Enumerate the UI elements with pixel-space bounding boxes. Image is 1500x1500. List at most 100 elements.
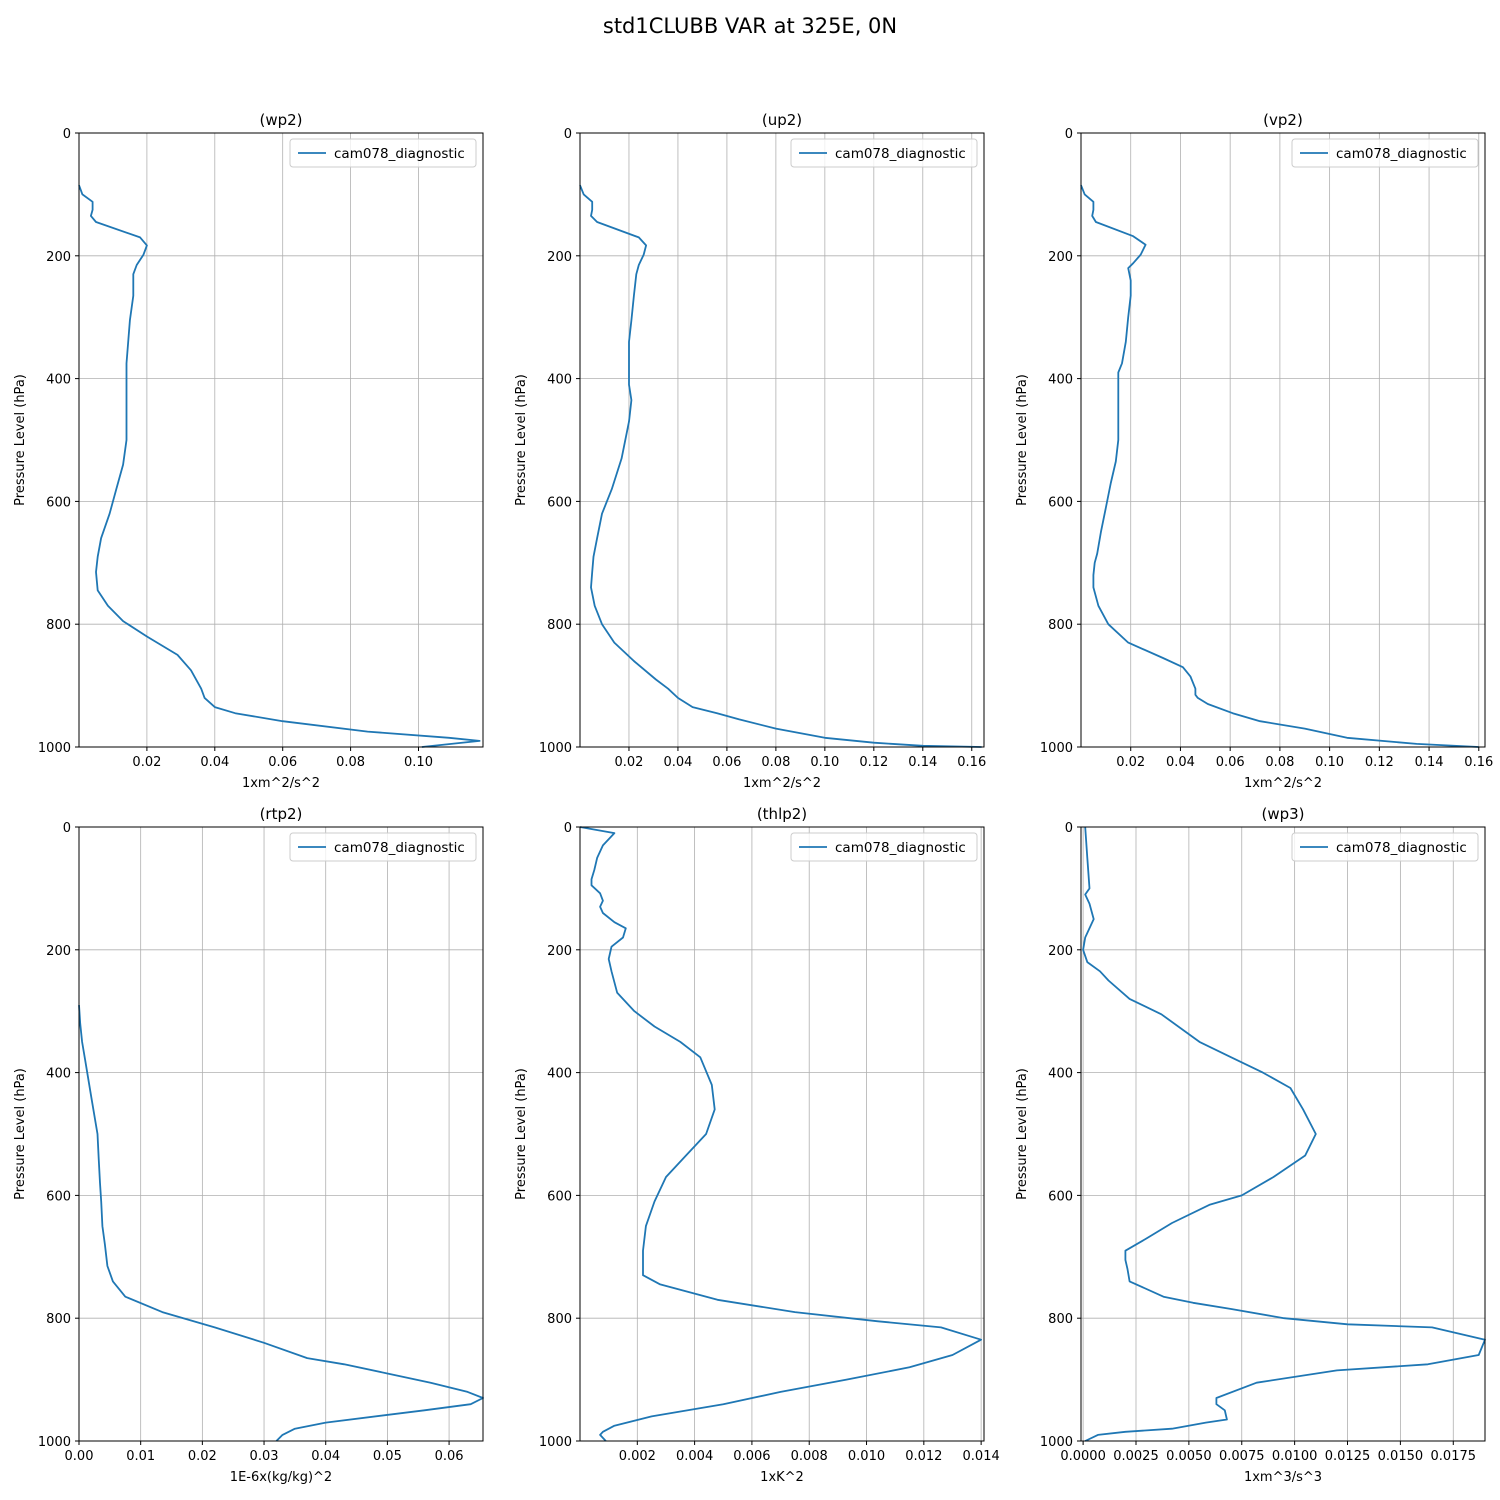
x-tick-label: 0.08 — [761, 755, 790, 770]
subplot-wp2: 0.02 0.04 0.06 0.08 0.10 0 200 400 600 800 1000 (wp… — [13, 111, 484, 791]
x-tick-label: 0.0000 — [1060, 1449, 1106, 1464]
subplot-up2: 0.02 0.04 0.06 0.08 0.10 0.12 0.14 0.16 0 200 400 6… — [514, 111, 986, 791]
legend-label: cam078_diagnostic — [835, 840, 966, 856]
legend: cam078_diagnostic — [289, 138, 477, 168]
x-tick-label: 0.10 — [404, 755, 433, 770]
y-axis-label: Pressure Level (hPa) — [13, 1068, 28, 1200]
legend-label: cam078_diagnostic — [334, 840, 465, 856]
plot-frame — [579, 132, 985, 748]
x-tick-label: 0.0175 — [1431, 1449, 1477, 1464]
y-tick-label: 0 — [63, 127, 71, 142]
series-line — [78, 1005, 484, 1442]
y-tick-label: 1000 — [1040, 741, 1073, 756]
y-tick-label: 800 — [46, 1312, 71, 1327]
x-tick-label: 0.14 — [908, 755, 937, 770]
y-tick-label: 600 — [46, 495, 71, 510]
x-tick-label: 0.010 — [848, 1449, 885, 1464]
y-axis-label: Pressure Level (hPa) — [1015, 374, 1030, 506]
x-tick-label: 0.16 — [1464, 755, 1493, 770]
legend-label: cam078_diagnostic — [334, 146, 465, 162]
legend-box — [1291, 138, 1479, 168]
y-tick-label: 200 — [547, 944, 572, 959]
subplot-vp2: 0.02 0.04 0.06 0.08 0.10 0.12 0.14 0.16 0 200 400 6… — [1015, 111, 1493, 791]
y-tick-label: 400 — [1048, 1067, 1073, 1082]
y-tick-label: 400 — [1048, 373, 1073, 388]
x-tick-label: 0.0025 — [1113, 1449, 1159, 1464]
subplot-thlp2: 0.002 0.004 0.006 0.008 0.010 0.012 0.014 0 200 4… — [514, 805, 1000, 1485]
x-tick-label: 0.02 — [188, 1449, 217, 1464]
x-axis-label: 1xm^2/s^2 — [1244, 776, 1322, 791]
subplot-rtp2: 0.00 0.01 0.02 0.03 0.04 0.05 0.06 0 200 400 600 80… — [13, 805, 484, 1485]
x-tick-label: 0.0050 — [1166, 1449, 1212, 1464]
y-tick-label: 200 — [46, 250, 71, 265]
series-line — [579, 184, 982, 748]
subplot-title: (wp2) — [259, 111, 302, 129]
subplot-title: (rtp2) — [260, 805, 303, 823]
legend: cam078_diagnostic — [289, 832, 477, 862]
series-line — [78, 184, 481, 748]
y-axis-label: Pressure Level (hPa) — [514, 1068, 529, 1200]
x-tick-label: 0.02 — [614, 755, 643, 770]
plot-frame — [579, 826, 985, 1442]
y-tick-label: 600 — [547, 1189, 572, 1204]
x-tick-label: 0.008 — [791, 1449, 828, 1464]
y-tick-label: 400 — [46, 1067, 71, 1082]
series-line — [579, 826, 982, 1442]
plot-frame — [78, 132, 484, 748]
y-tick-label: 600 — [46, 1189, 71, 1204]
x-tick-label: 0.012 — [905, 1449, 942, 1464]
y-tick-label: 1000 — [1040, 1435, 1073, 1450]
y-axis-label: Pressure Level (hPa) — [514, 374, 529, 506]
legend-box — [289, 832, 477, 862]
legend-label: cam078_diagnostic — [835, 146, 966, 162]
y-tick-label: 400 — [46, 373, 71, 388]
x-tick-label: 0.02 — [1116, 755, 1145, 770]
legend: cam078_diagnostic — [790, 832, 978, 862]
y-tick-label: 200 — [1048, 944, 1073, 959]
subplot-title: (thlp2) — [757, 805, 807, 823]
y-tick-label: 200 — [1048, 250, 1073, 265]
x-tick-label: 0.014 — [963, 1449, 1000, 1464]
x-tick-label: 0.06 — [268, 755, 297, 770]
legend: cam078_diagnostic — [1291, 138, 1479, 168]
subplot-wp3: 0.0000 0.0025 0.0050 0.0075 0.0100 0.0125 0.01… — [1015, 805, 1486, 1485]
legend-box — [289, 138, 477, 168]
y-tick-label: 800 — [547, 618, 572, 633]
y-tick-label: 400 — [547, 1067, 572, 1082]
plot-frame — [78, 826, 484, 1442]
subplot-title: (wp3) — [1261, 805, 1304, 823]
y-tick-label: 1000 — [539, 741, 572, 756]
x-axis-label: 1xK^2 — [760, 1470, 804, 1485]
y-tick-label: 600 — [547, 495, 572, 510]
x-tick-label: 0.006 — [733, 1449, 770, 1464]
y-axis-label: Pressure Level (hPa) — [13, 374, 28, 506]
x-tick-label: 0.14 — [1415, 755, 1444, 770]
legend-box — [1291, 832, 1479, 862]
x-tick-label: 0.10 — [1315, 755, 1344, 770]
x-tick-label: 0.04 — [200, 755, 229, 770]
y-tick-label: 0 — [564, 821, 572, 836]
x-tick-label: 0.03 — [250, 1449, 279, 1464]
y-tick-label: 800 — [547, 1312, 572, 1327]
x-tick-label: 0.04 — [311, 1449, 340, 1464]
x-tick-label: 0.05 — [373, 1449, 402, 1464]
x-tick-label: 0.0100 — [1272, 1449, 1318, 1464]
y-tick-label: 600 — [1048, 1189, 1073, 1204]
x-tick-label: 0.00 — [65, 1449, 94, 1464]
plot-frame — [1080, 826, 1486, 1442]
x-tick-label: 0.08 — [1265, 755, 1294, 770]
x-tick-label: 0.10 — [810, 755, 839, 770]
y-tick-label: 800 — [46, 618, 71, 633]
x-tick-label: 0.01 — [126, 1449, 155, 1464]
y-tick-label: 200 — [547, 250, 572, 265]
y-tick-label: 0 — [564, 127, 572, 142]
x-tick-label: 0.002 — [619, 1449, 656, 1464]
x-axis-label: 1xm^2/s^2 — [743, 776, 821, 791]
y-tick-label: 800 — [1048, 1312, 1073, 1327]
x-tick-label: 0.06 — [435, 1449, 464, 1464]
legend-box — [790, 138, 978, 168]
subplot-title: (up2) — [762, 111, 802, 129]
plot-frame — [1080, 132, 1486, 748]
y-tick-label: 0 — [1065, 821, 1073, 836]
